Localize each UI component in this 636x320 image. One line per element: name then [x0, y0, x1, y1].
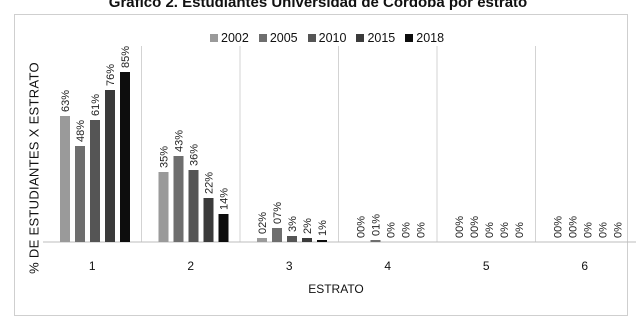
data-label-2005-estrato-3: 07%	[272, 202, 284, 224]
x-tick-label-1: 1	[89, 259, 96, 273]
bar-2015-estrato-3	[302, 238, 312, 242]
data-label-2005-estrato-2: 43%	[174, 130, 186, 152]
legend-label-2002: 2002	[221, 31, 249, 45]
data-label-2010-estrato-4: 0%	[386, 222, 398, 238]
x-tick-label-5: 5	[483, 259, 490, 273]
bar-2005-estrato-1	[75, 146, 85, 242]
bar-2015-estrato-2	[203, 198, 214, 242]
legend-item-2010: 2010	[307, 31, 347, 45]
data-label-2010-estrato-5: 0%	[484, 222, 496, 238]
data-label-2018-estrato-1: 85%	[120, 46, 132, 68]
legend: 2002 2005 2010 2015 2018	[210, 29, 444, 47]
data-label-2015-estrato-5: 0%	[499, 222, 511, 238]
data-label-2005-estrato-1: 48%	[75, 120, 87, 142]
bar-2002-estrato-3	[257, 238, 267, 242]
bar-2018-estrato-3	[317, 240, 327, 242]
legend-swatch-2018	[405, 34, 414, 42]
bar-2018-estrato-2	[218, 214, 229, 242]
data-label-2005-estrato-5: 00%	[469, 216, 481, 238]
legend-item-2018: 2018	[405, 31, 444, 45]
legend-item-2015: 2015	[356, 31, 395, 45]
legend-item-2005: 2005	[258, 31, 298, 45]
data-label-2002-estrato-2: 35%	[159, 146, 171, 168]
x-tick-label-6: 6	[581, 259, 588, 273]
legend-swatch-2015	[356, 34, 365, 42]
x-tick-label-2: 2	[187, 259, 194, 273]
data-label-2010-estrato-1: 61%	[90, 94, 102, 116]
data-label-2002-estrato-5: 00%	[454, 216, 466, 238]
data-label-2015-estrato-4: 0%	[401, 222, 413, 238]
bar-2002-estrato-1	[60, 116, 70, 242]
data-label-2018-estrato-2: 14%	[219, 188, 231, 210]
data-label-2010-estrato-6: 0%	[583, 222, 595, 238]
bar-2005-estrato-3	[272, 228, 282, 242]
data-label-2015-estrato-2: 22%	[204, 172, 216, 194]
data-label-2018-estrato-6: 0%	[613, 222, 625, 238]
bar-2015-estrato-1	[105, 90, 115, 242]
data-label-2018-estrato-4: 0%	[416, 222, 428, 238]
legend-swatch-2005	[258, 34, 267, 42]
bar-2010-estrato-3	[287, 236, 297, 242]
legend-label-2010: 2010	[318, 31, 347, 45]
data-label-2018-estrato-3: 1%	[317, 220, 329, 236]
legend-label-2015: 2015	[367, 31, 396, 45]
bar-2005-estrato-4	[370, 240, 381, 242]
bar-2010-estrato-1	[90, 120, 100, 242]
chart-title: Gráfico 2. Estudiantes Universidad de Có…	[108, 0, 528, 11]
bar-2010-estrato-2	[188, 170, 199, 242]
data-label-2015-estrato-6: 0%	[598, 222, 610, 238]
x-tick-label-3: 3	[286, 259, 293, 273]
chart-frame	[14, 14, 628, 316]
data-label-2010-estrato-3: 3%	[287, 216, 299, 232]
bar-2005-estrato-2	[173, 156, 184, 242]
legend-swatch-2002	[210, 34, 218, 42]
data-label-2015-estrato-1: 76%	[105, 64, 117, 86]
data-label-2005-estrato-4: 01%	[371, 214, 383, 236]
x-tick-label-4: 4	[384, 259, 391, 273]
data-label-2002-estrato-3: 02%	[257, 212, 269, 234]
data-label-2010-estrato-2: 36%	[189, 144, 201, 166]
data-label-2018-estrato-5: 0%	[514, 222, 526, 238]
bar-2002-estrato-2	[158, 172, 169, 242]
legend-label-2005: 2005	[269, 31, 298, 45]
data-label-2005-estrato-6: 00%	[568, 216, 580, 238]
bar-2018-estrato-1	[120, 72, 130, 242]
data-label-2002-estrato-4: 00%	[356, 216, 368, 238]
data-label-2015-estrato-3: 2%	[302, 218, 314, 234]
data-label-2002-estrato-1: 63%	[60, 90, 72, 112]
legend-item-2002: 2002	[210, 31, 249, 45]
data-label-2002-estrato-6: 00%	[553, 216, 565, 238]
legend-swatch-2010	[307, 34, 316, 42]
legend-label-2018: 2018	[416, 31, 445, 45]
x-axis-label: ESTRATO	[308, 282, 364, 296]
